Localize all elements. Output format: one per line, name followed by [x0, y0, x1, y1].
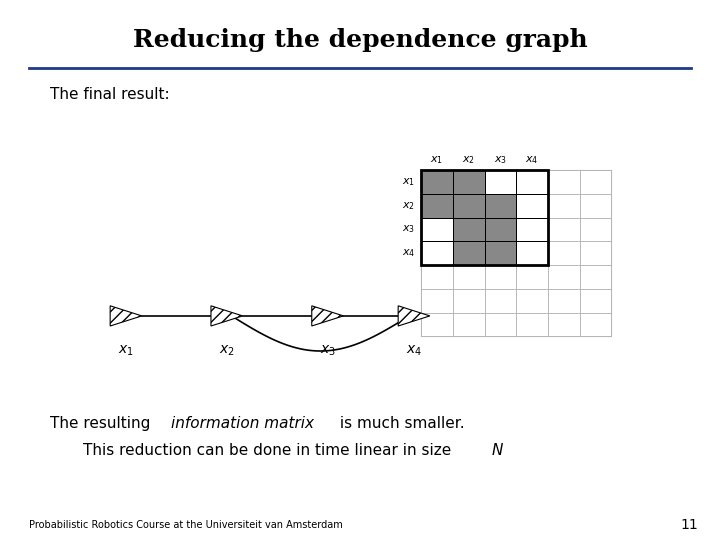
Bar	[453, 241, 485, 265]
Bar	[580, 194, 611, 218]
Text: This reduction can be done in time linear in size: This reduction can be done in time linea…	[83, 443, 456, 458]
Bar	[453, 289, 485, 313]
Bar	[548, 265, 580, 289]
Bar	[485, 194, 516, 218]
Bar	[485, 218, 516, 241]
Text: information matrix: information matrix	[171, 416, 314, 431]
Bar	[485, 289, 516, 313]
Polygon shape	[110, 306, 142, 326]
Bar	[580, 265, 611, 289]
Bar	[453, 313, 485, 336]
Bar	[421, 170, 548, 265]
Bar	[580, 218, 611, 241]
Text: 11: 11	[680, 518, 698, 532]
Bar	[580, 170, 611, 194]
Bar	[421, 313, 453, 336]
Bar	[453, 170, 485, 194]
Bar	[421, 194, 453, 218]
Polygon shape	[211, 306, 243, 326]
Text: $x_2$: $x_2$	[219, 344, 235, 358]
Bar	[580, 313, 611, 336]
Bar	[453, 194, 485, 218]
Bar	[516, 218, 548, 241]
Bar	[485, 170, 516, 194]
Bar	[580, 289, 611, 313]
Bar	[548, 289, 580, 313]
Bar	[453, 265, 485, 289]
Bar	[421, 218, 453, 241]
Bar	[548, 313, 580, 336]
Text: Probabilistic Robotics Course at the Universiteit van Amsterdam: Probabilistic Robotics Course at the Uni…	[29, 520, 343, 530]
Bar	[485, 313, 516, 336]
Text: $x_1$: $x_1$	[118, 344, 134, 358]
Bar	[516, 289, 548, 313]
Bar	[421, 170, 611, 336]
Polygon shape	[398, 306, 430, 326]
Bar	[421, 241, 453, 265]
Text: $x_1$: $x_1$	[402, 176, 415, 188]
Bar	[421, 289, 453, 313]
Text: N: N	[492, 443, 503, 458]
Bar	[516, 265, 548, 289]
Text: $x_4$: $x_4$	[526, 154, 539, 166]
Bar	[548, 170, 580, 194]
Bar	[516, 313, 548, 336]
Text: $x_4$: $x_4$	[406, 344, 422, 358]
Bar	[421, 265, 453, 289]
Text: $x_1$: $x_1$	[431, 154, 444, 166]
Text: $x_4$: $x_4$	[402, 247, 415, 259]
Text: $x_3$: $x_3$	[320, 344, 336, 358]
Bar	[516, 194, 548, 218]
Bar	[516, 170, 548, 194]
Text: $x_3$: $x_3$	[494, 154, 507, 166]
Bar	[548, 218, 580, 241]
Bar	[548, 194, 580, 218]
Bar	[421, 170, 453, 194]
Text: is much smaller.: is much smaller.	[335, 416, 464, 431]
Bar	[516, 241, 548, 265]
Bar	[580, 241, 611, 265]
Bar	[485, 265, 516, 289]
Text: The resulting: The resulting	[50, 416, 156, 431]
Bar	[485, 241, 516, 265]
Bar	[453, 218, 485, 241]
Bar	[548, 241, 580, 265]
Polygon shape	[312, 306, 343, 326]
Text: $x_3$: $x_3$	[402, 224, 415, 235]
Text: Reducing the dependence graph: Reducing the dependence graph	[132, 29, 588, 52]
Text: The final result:: The final result:	[50, 87, 170, 102]
Text: $x_2$: $x_2$	[462, 154, 475, 166]
Text: $x_2$: $x_2$	[402, 200, 415, 212]
